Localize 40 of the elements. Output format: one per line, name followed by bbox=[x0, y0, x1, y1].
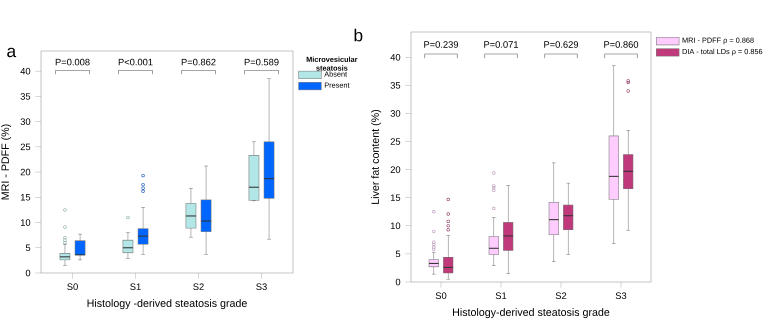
annotation: P=0.860 bbox=[604, 41, 638, 48]
y-tick-label: 35 bbox=[390, 82, 400, 89]
x-tick-label: S1 bbox=[130, 283, 141, 290]
y-tick-label: 40 bbox=[20, 68, 30, 74]
y-axis-title: MRI - PDFF (%) bbox=[1, 124, 12, 200]
y-tick-label: 25 bbox=[390, 138, 400, 145]
y-tick-label: 5 bbox=[396, 250, 400, 258]
y-tick-label: 25 bbox=[20, 144, 30, 150]
y-tick-label: 0 bbox=[396, 278, 400, 286]
y-tick-label: 30 bbox=[20, 118, 30, 125]
annotation: P<0.001 bbox=[118, 58, 153, 66]
y-tick-label: 15 bbox=[20, 194, 30, 201]
y-tick-label: 0 bbox=[26, 270, 30, 276]
x-tick-label: S2 bbox=[193, 283, 204, 290]
x-tick-label: S2 bbox=[556, 292, 566, 299]
y-tick-label: 10 bbox=[390, 222, 400, 230]
y-tick-label: 20 bbox=[390, 166, 400, 173]
x-axis-title: Histology -derived steatosis grade bbox=[88, 299, 247, 310]
x-tick-label: S0 bbox=[67, 283, 78, 290]
x-tick-label: S3 bbox=[256, 283, 267, 290]
x-axis-title: Histology-derived steatosis grade bbox=[453, 308, 610, 318]
annotation: P=0.239 bbox=[424, 41, 458, 48]
y-tick-label: 40 bbox=[390, 54, 400, 61]
annotation: P=0.589 bbox=[244, 58, 279, 66]
y-tick-label: 10 bbox=[20, 219, 30, 226]
x-tick-label: S1 bbox=[496, 292, 506, 299]
annotation: P=0.008 bbox=[56, 58, 90, 66]
chart-title: b bbox=[354, 28, 362, 42]
y-tick-label: 30 bbox=[390, 110, 400, 117]
annotation: P=0.071 bbox=[484, 41, 518, 48]
x-tick-label: S0 bbox=[436, 292, 446, 299]
chart-title: a bbox=[7, 48, 16, 58]
x-tick-label: S3 bbox=[616, 292, 626, 299]
annotation: P=0.862 bbox=[182, 58, 216, 66]
y-axis-title: Liver fat content (%) bbox=[371, 110, 382, 204]
y-tick-label: 35 bbox=[20, 93, 30, 100]
y-tick-label: 5 bbox=[26, 244, 30, 252]
y-tick-label: 20 bbox=[20, 168, 30, 176]
y-tick-label: 15 bbox=[390, 194, 400, 201]
annotation: P=0.629 bbox=[544, 41, 578, 48]
